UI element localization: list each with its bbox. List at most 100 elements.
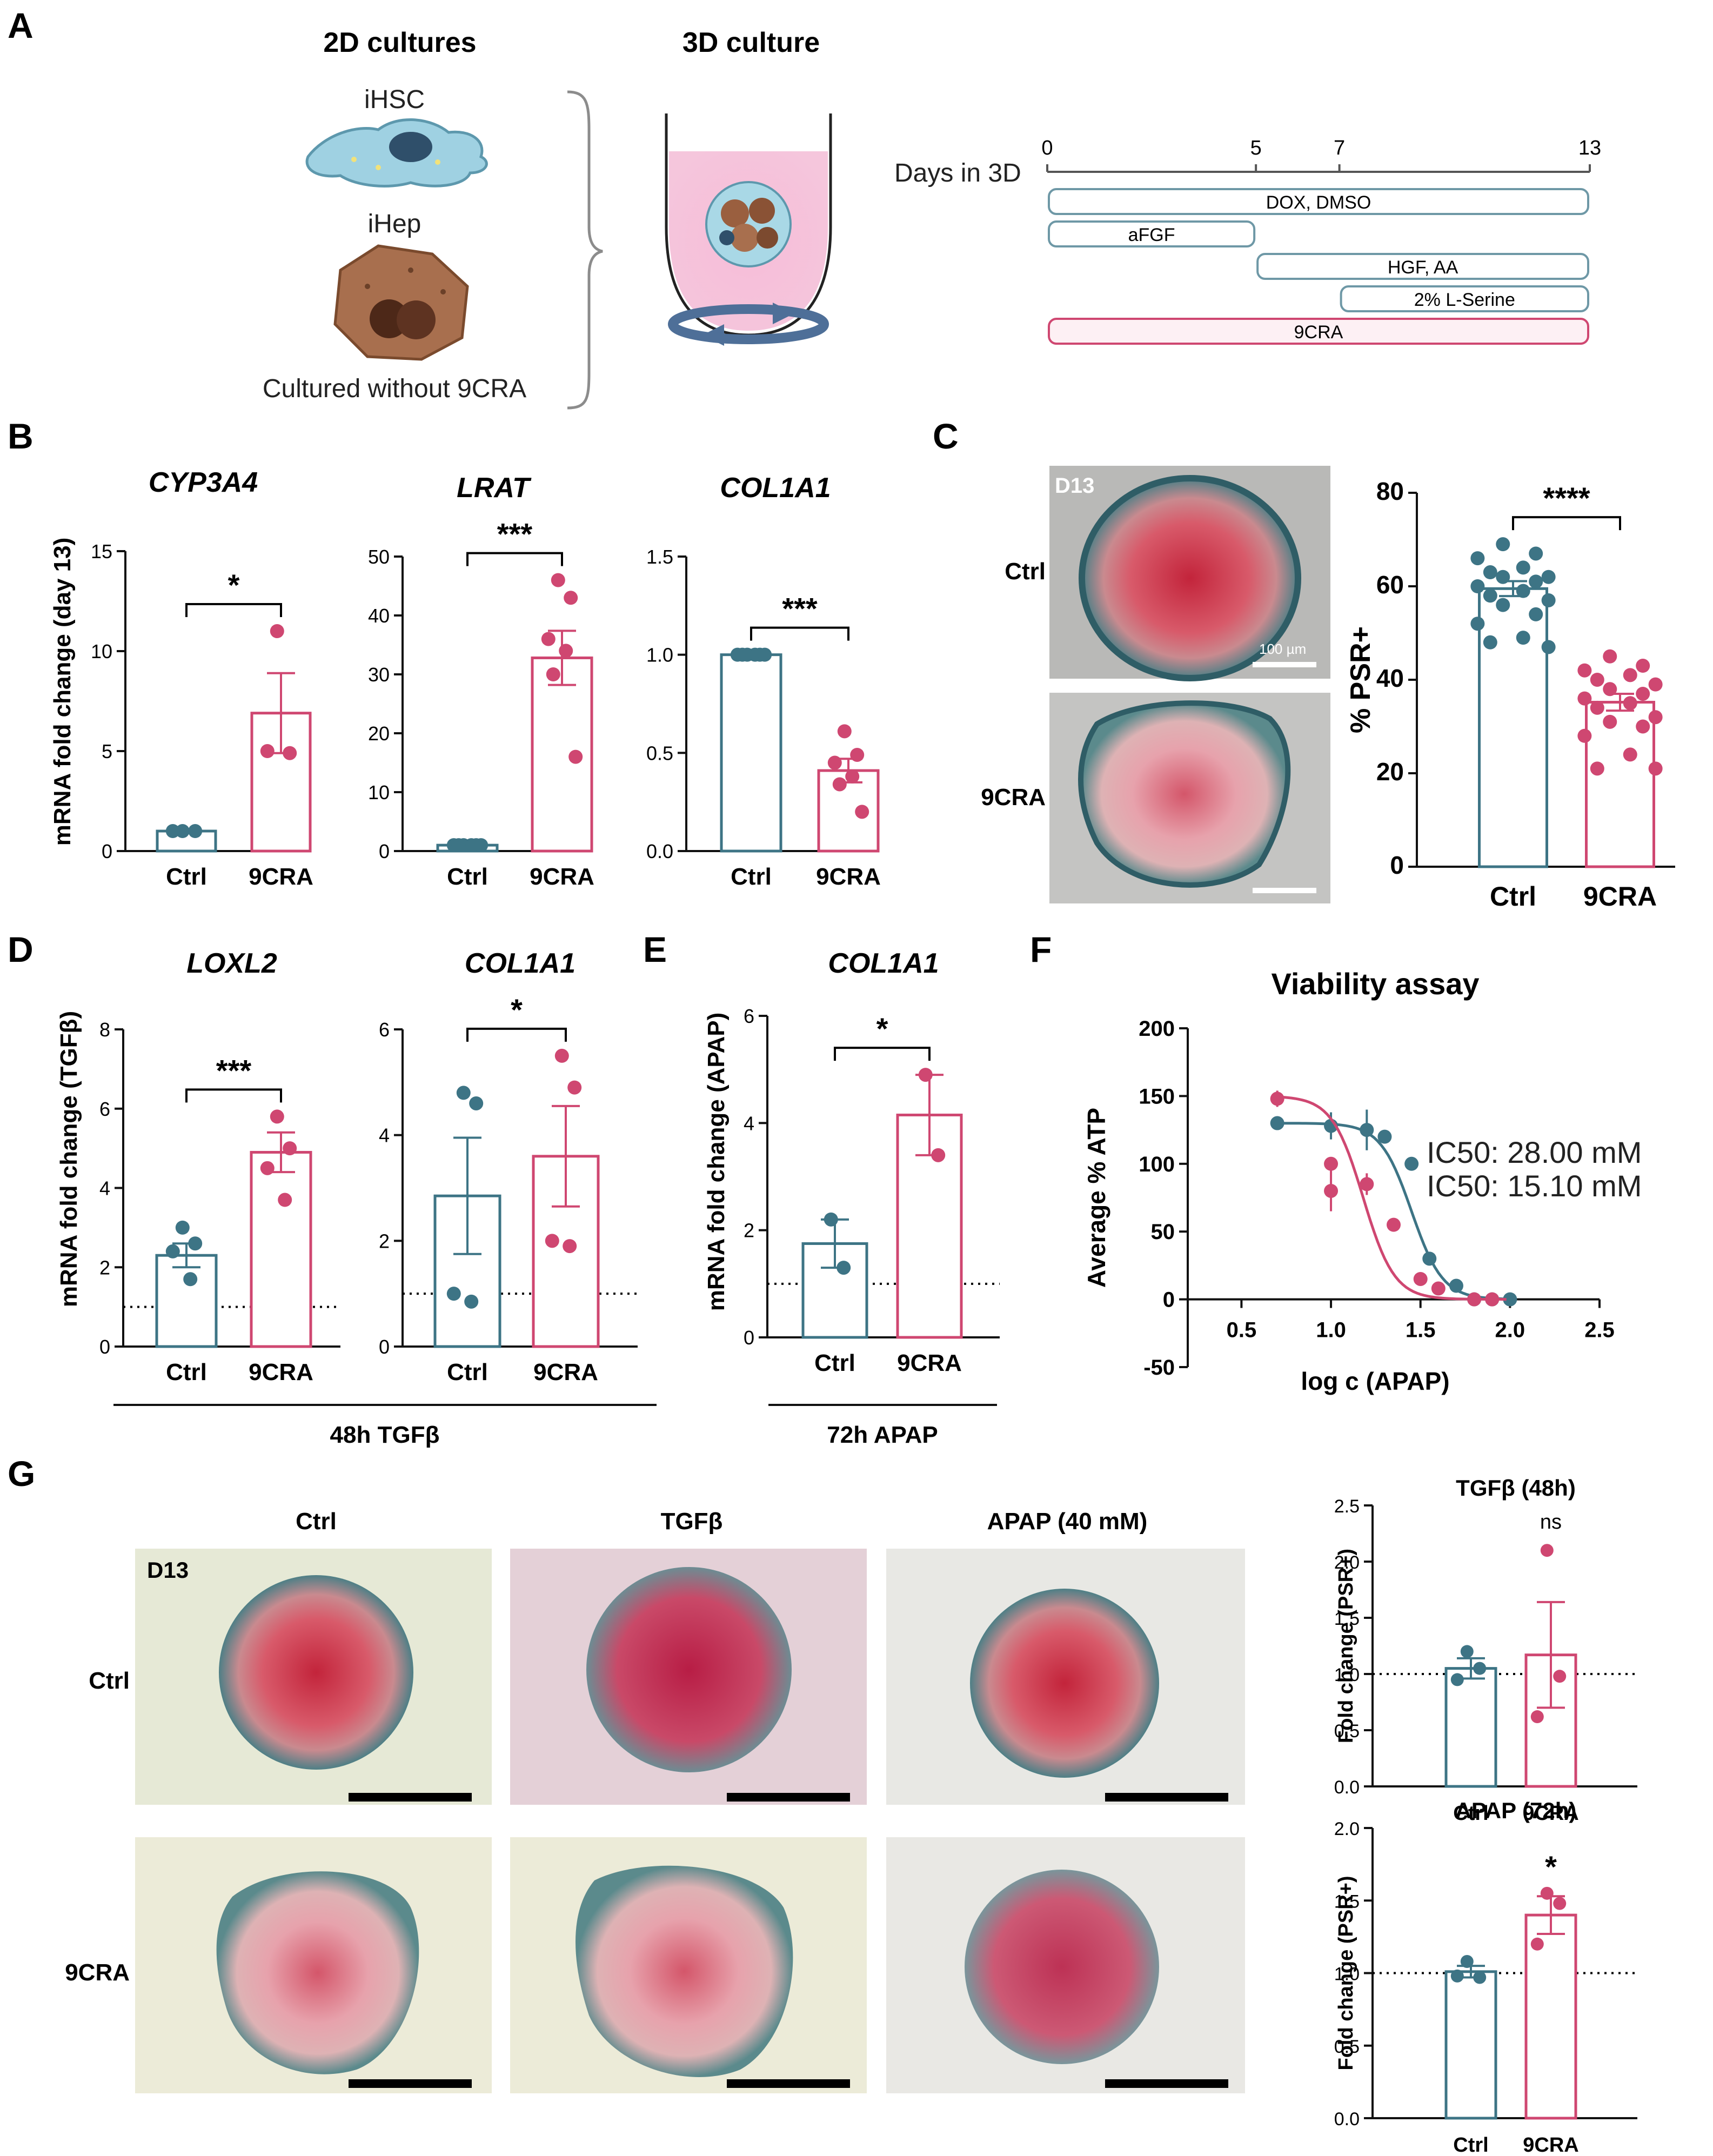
data-point: [1648, 761, 1663, 776]
row-label-ctrl: Ctrl: [89, 1668, 130, 1694]
data-point: [1503, 1292, 1517, 1307]
y-tick-label: 0: [379, 840, 390, 862]
data-point: [283, 746, 297, 760]
data-point: [1413, 1271, 1428, 1286]
y-tick-label: 2.0: [1334, 1819, 1360, 1839]
chart-title: COL1A1: [465, 948, 576, 979]
data-point: [1470, 579, 1485, 593]
y-tick-label: 0: [379, 1336, 390, 1358]
data-point: [1483, 588, 1497, 603]
x-tick-label: Ctrl: [447, 863, 488, 890]
x-tick-label: 9CRA: [530, 863, 594, 890]
label-ihep: iHep: [368, 210, 421, 238]
panel-a: A 2D cultures 3D culture iHSC iHep Cultu…: [8, 5, 1601, 410]
data-point: [551, 573, 565, 587]
image-day-label: D13: [147, 1557, 189, 1583]
chart-title: APAP (72h): [1455, 1798, 1577, 1823]
data-point: [1590, 700, 1604, 715]
y-tick-label: 4: [379, 1124, 390, 1147]
data-point: [1496, 570, 1510, 584]
data-point: [748, 647, 762, 662]
data-point: [1603, 714, 1617, 729]
x-tick-label: 1.0: [1316, 1318, 1346, 1342]
significance-label: *: [228, 568, 240, 602]
data-point: [446, 1287, 461, 1301]
y-tick-label: 0.5: [646, 742, 673, 764]
data-point: [1360, 1123, 1374, 1137]
row-label-ctrl: Ctrl: [1005, 558, 1046, 585]
col-label-ctrl: Ctrl: [296, 1508, 337, 1535]
y-axis-label: Fold change (PSR+): [1335, 1549, 1357, 1743]
x-axis-label: log c (APAP): [1301, 1367, 1449, 1395]
scale-bar: [349, 2079, 472, 2088]
data-point: [1636, 659, 1650, 673]
x-tick-label: 9CRA: [249, 863, 313, 890]
y-tick-label: 0.0: [646, 840, 673, 862]
data-point: [1404, 1156, 1419, 1171]
data-point: [1473, 1971, 1487, 1984]
y-tick-label: 1.0: [646, 644, 673, 666]
y-tick-label: -50: [1143, 1356, 1175, 1380]
chart-B3: 0.0 0.5 1.0 1.5 Ctrl 9CRA *** COL1A1: [646, 472, 881, 890]
x-tick-label: 9CRA: [816, 863, 881, 890]
data-point: [1648, 710, 1663, 725]
panel-e-ylabel: mRNA fold change (APAP): [703, 1013, 730, 1311]
data-point: [270, 1109, 284, 1124]
data-point: [1590, 673, 1604, 687]
x-tick-label: 9CRA: [897, 1350, 962, 1376]
y-tick-label: 10: [91, 640, 112, 662]
significance-bracket: [1512, 516, 1621, 531]
data-point: [270, 624, 284, 638]
panel-label-b: B: [8, 416, 34, 456]
x-tick-label: 1.5: [1406, 1318, 1436, 1342]
data-point: [1485, 1292, 1500, 1307]
data-point: [456, 1086, 471, 1100]
y-tick-label: 200: [1139, 1017, 1175, 1041]
y-tick-label: 6: [99, 1098, 110, 1120]
timeline-bar: [1048, 188, 1589, 215]
brace-icon: [567, 90, 603, 410]
x-tick-label: Ctrl: [447, 1359, 488, 1385]
data-point: [474, 838, 489, 853]
timeline-tick-label: 5: [1250, 137, 1262, 159]
data-point: [541, 632, 556, 646]
timeline-tick-label: 0: [1041, 137, 1053, 159]
data-point: [1553, 1670, 1567, 1683]
data-point: [545, 1234, 559, 1248]
y-tick-label: 6: [379, 1019, 390, 1041]
chart-B2: 0 10 20 30 40 50 Ctrl 9CRA *** LRAT: [368, 472, 594, 890]
timeline-bar: [1048, 318, 1589, 345]
y-tick-label: 100: [1139, 1153, 1175, 1176]
bar-9cra: [531, 656, 593, 853]
significance-bracket: [185, 603, 282, 617]
y-tick-label: 1.5: [1334, 1891, 1360, 1912]
data-point: [1623, 668, 1637, 682]
significance-bracket: [834, 1047, 931, 1061]
data-point: [1577, 691, 1592, 706]
y-tick-label: 80: [1376, 477, 1404, 505]
panel-d-ylabel: mRNA fold change (TGFβ): [56, 1011, 82, 1307]
data-point: [735, 647, 750, 662]
data-point: [1530, 1937, 1544, 1951]
x-tick-label: Ctrl: [814, 1350, 855, 1376]
data-point: [1470, 617, 1485, 631]
significance-bracket: [466, 552, 563, 566]
data-point: [1270, 1116, 1284, 1130]
timeline-ticks: 0 5 7 13: [1041, 137, 1601, 172]
caption-without-9cra: Cultured without 9CRA: [263, 374, 526, 403]
bar-ctrl: [1444, 1970, 1497, 2120]
y-tick-label: 30: [368, 664, 390, 686]
panel-label-a: A: [8, 5, 34, 45]
y-tick-label: 8: [99, 1019, 110, 1041]
data-point: [175, 824, 190, 838]
data-point: [1623, 696, 1637, 711]
x-tick-label: Ctrl: [731, 863, 772, 890]
y-tick-label: 2: [379, 1230, 390, 1252]
y-tick-label: 0.0: [1334, 2109, 1360, 2130]
data-point: [1483, 565, 1497, 580]
y-tick-label: 0: [1390, 851, 1404, 879]
x-tick-label: 9CRA: [1523, 2134, 1578, 2153]
x-tick-label: 9CRA: [249, 1359, 313, 1385]
data-point: [824, 1212, 838, 1227]
